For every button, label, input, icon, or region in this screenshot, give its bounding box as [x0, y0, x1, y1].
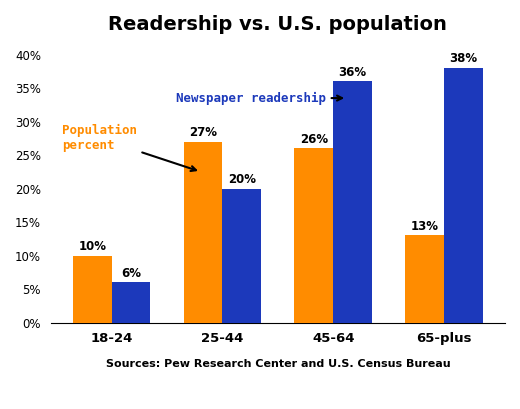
Text: 10%: 10%: [79, 240, 106, 253]
Bar: [112, 282, 150, 323]
Text: 20%: 20%: [228, 173, 256, 186]
Bar: [444, 68, 483, 323]
Text: 13%: 13%: [411, 220, 439, 233]
Text: Sources: Pew Research Center and U.S. Census Bureau: Sources: Pew Research Center and U.S. Ce…: [106, 359, 450, 369]
Text: 27%: 27%: [189, 126, 217, 139]
Text: 36%: 36%: [339, 65, 367, 79]
Bar: [405, 236, 444, 323]
Bar: [294, 148, 333, 323]
Text: Population
percent: Population percent: [62, 124, 196, 171]
Bar: [73, 256, 112, 323]
Bar: [184, 142, 223, 323]
Bar: [223, 189, 261, 323]
Text: Newspaper readership: Newspaper readership: [176, 92, 342, 105]
Text: 38%: 38%: [449, 52, 477, 65]
Title: Readership vs. U.S. population: Readership vs. U.S. population: [109, 15, 447, 34]
Bar: [333, 81, 372, 323]
Text: 6%: 6%: [121, 267, 141, 280]
Text: 26%: 26%: [300, 133, 328, 146]
